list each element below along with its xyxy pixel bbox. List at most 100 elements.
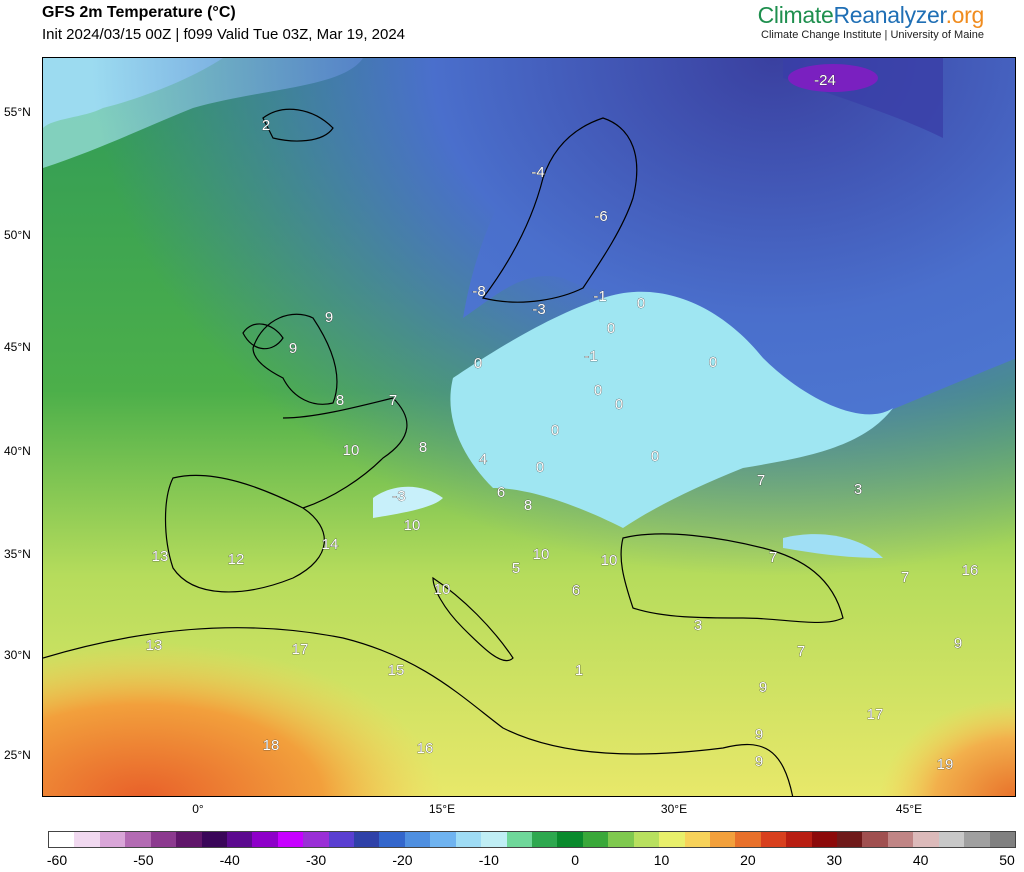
temperature-label: 9 — [755, 753, 763, 770]
lat-label: 55°N — [4, 105, 31, 119]
colorbar-swatch — [430, 832, 457, 847]
temperature-label: 14 — [322, 536, 339, 553]
colorbar-swatch — [887, 832, 914, 847]
temperature-label: 7 — [797, 643, 805, 660]
temperature-label: -24 — [814, 72, 836, 89]
temperature-label: 2 — [262, 117, 270, 134]
colorbar-swatch — [455, 832, 482, 847]
temperature-label: 3 — [694, 617, 702, 634]
temperature-label: 15 — [388, 662, 405, 679]
temperature-label: 8 — [524, 497, 532, 514]
colorbar-swatch — [125, 832, 152, 847]
colorbar-swatch — [837, 832, 863, 847]
coastlines — [43, 108, 844, 796]
colorbar-swatch — [811, 832, 838, 847]
colorbar-swatch — [506, 832, 533, 847]
colorbar-swatch — [938, 832, 965, 847]
colorbar-swatch — [277, 832, 304, 847]
temperature-label: 10 — [404, 517, 421, 534]
colorbar-swatch — [684, 832, 711, 847]
temperature-label: -6 — [594, 208, 607, 225]
colorbar-swatch — [354, 832, 380, 847]
temperature-label: 5 — [512, 560, 520, 577]
caucasus-cold-area — [783, 534, 883, 558]
temperature-label: 9 — [954, 635, 962, 652]
lat-label: 25°N — [4, 748, 31, 762]
colorbar-swatch — [659, 832, 685, 847]
chart-title: GFS 2m Temperature (°C) — [42, 4, 236, 21]
colorbar-swatch — [379, 832, 406, 847]
temperature-label: 10 — [601, 552, 618, 569]
temperature-label: 1 — [575, 662, 583, 679]
temperature-label: 10 — [533, 546, 550, 563]
colorbar-label: 40 — [912, 852, 929, 868]
colorbar-swatch — [760, 832, 787, 847]
colorbar-swatch — [201, 832, 228, 847]
alps-cold-area — [373, 486, 443, 518]
colorbar-swatch — [252, 832, 279, 847]
temperature-label: 0 — [594, 382, 602, 399]
brand-org: .org — [945, 2, 985, 28]
colorbar-swatch — [633, 832, 660, 847]
temperature-label: 6 — [497, 484, 505, 501]
colorbar-label: -20 — [392, 852, 413, 868]
eastern-europe-cool-area — [450, 291, 893, 528]
colorbar-swatch — [964, 832, 991, 847]
colorbar-swatch — [404, 832, 431, 847]
brand-climate: Climate — [757, 2, 834, 28]
brand-logo[interactable]: ClimateReanalyzer.org — [757, 2, 985, 29]
colorbar-label: -10 — [478, 852, 499, 868]
temperature-map[interactable]: -24 2 -4 -6 -8 -3 -1 0 0 0 -1 0 0 0 0 0 0 9 9 8 7 10 8 4 -3 6 8 10 1… — [42, 57, 1016, 797]
colorbar-label: -60 — [46, 852, 68, 868]
colorbar-swatch — [303, 832, 330, 847]
temperature-label: 13 — [152, 548, 169, 565]
temperature-label: 9 — [759, 679, 767, 696]
temperature-label: 17 — [867, 706, 884, 723]
temperature-label: -3 — [392, 488, 405, 505]
lon-label: 45°E — [895, 802, 923, 816]
temperature-label: 7 — [769, 549, 777, 566]
lat-label: 35°N — [4, 547, 31, 561]
temperature-label: 0 — [651, 448, 659, 465]
temperature-label: 9 — [289, 340, 297, 357]
temperature-label: 0 — [551, 422, 559, 439]
colorbar-label: 20 — [740, 852, 756, 868]
temperature-label: 7 — [901, 569, 909, 586]
lat-label: 30°N — [4, 648, 31, 662]
colorbar-swatch — [49, 832, 75, 847]
temperature-label: 4 — [479, 451, 487, 468]
colorbar-swatch — [99, 832, 126, 847]
temperature-label: -4 — [531, 164, 544, 181]
brand-reanalyzer: Reanalyzer — [833, 2, 946, 28]
lat-label: 40°N — [4, 444, 31, 458]
temperature-label: -1 — [593, 288, 606, 305]
temperature-label: 0 — [709, 354, 717, 371]
colorbar-label: -50 — [133, 852, 154, 868]
temperature-label: 8 — [419, 439, 427, 456]
lon-label: 15°E — [428, 802, 456, 816]
colorbar-swatch — [735, 832, 762, 847]
colorbar-swatch — [608, 832, 635, 847]
temperature-label: 0 — [536, 459, 544, 476]
temperature-label: 7 — [757, 472, 765, 489]
colorbar-label: -30 — [305, 852, 327, 868]
temperature-label: 10 — [434, 581, 451, 598]
temperature-label: 8 — [336, 392, 344, 409]
temperature-label: 6 — [572, 582, 580, 599]
colorbar-label: 10 — [653, 852, 670, 868]
colorbar-label: 50 — [999, 852, 1015, 868]
temperature-label: 0 — [615, 396, 623, 413]
temperature-label: 12 — [228, 551, 245, 568]
colorbar-swatch — [176, 832, 202, 847]
lon-label: 0° — [192, 802, 204, 816]
temperature-label: 10 — [343, 442, 360, 459]
colorbar-swatch — [786, 832, 813, 847]
colorbar-swatch — [709, 832, 736, 847]
lat-label: 50°N — [4, 228, 31, 242]
temperature-label: 0 — [637, 295, 645, 312]
temperature-label: 7 — [389, 392, 397, 409]
chart-subtitle: Init 2024/03/15 00Z | f099 Valid Tue 03Z… — [42, 26, 406, 43]
temperature-label: 16 — [962, 562, 979, 579]
colorbar-label: 0 — [571, 852, 580, 868]
